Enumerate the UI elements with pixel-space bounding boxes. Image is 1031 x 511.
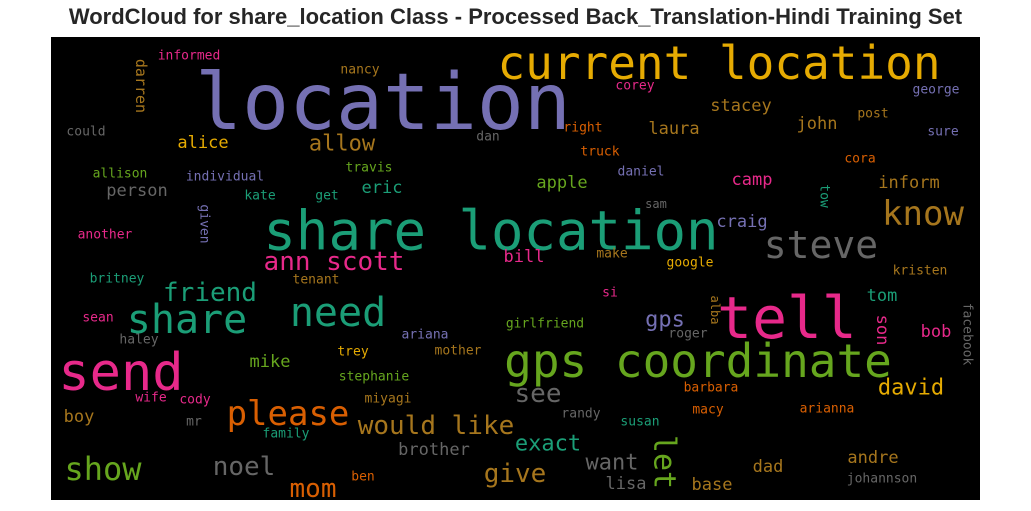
word-dan: dan xyxy=(476,130,499,145)
word-wife: wife xyxy=(135,391,166,406)
word-noel: noel xyxy=(213,452,276,482)
word-stacey: stacey xyxy=(710,96,771,116)
word-roger: roger xyxy=(668,327,707,342)
word-stephanie: stephanie xyxy=(339,370,410,385)
word-macy: macy xyxy=(692,403,723,418)
word-location: location xyxy=(195,58,571,148)
word-corey: corey xyxy=(615,79,654,94)
word-brother: brother xyxy=(398,440,470,460)
word-need: need xyxy=(290,290,386,336)
word-another: another xyxy=(78,228,133,243)
word-see: see xyxy=(515,379,562,409)
word-johannson: johannson xyxy=(847,472,917,487)
word-laura: laura xyxy=(648,119,699,139)
word-randy: randy xyxy=(561,407,600,422)
word-boy: boy xyxy=(64,407,95,427)
word-gps-coordinate: gps coordinate xyxy=(504,334,892,388)
word-sam: sam xyxy=(645,197,667,211)
word-andre: andre xyxy=(847,448,898,468)
word-send: send xyxy=(58,343,183,403)
word-dad: dad xyxy=(753,457,784,477)
word-post: post xyxy=(857,107,888,122)
word-share: share xyxy=(127,297,247,343)
word-david: david xyxy=(878,376,944,401)
word-alice: alice xyxy=(177,133,228,153)
word-individual: individual xyxy=(186,170,264,185)
word-person: person xyxy=(106,181,167,201)
word-son: son xyxy=(872,315,892,346)
word-tow: tow xyxy=(817,184,832,208)
word-allow: allow xyxy=(309,132,376,157)
word-allison: allison xyxy=(93,167,148,182)
word-know: know xyxy=(882,194,964,234)
word-kristen: kristen xyxy=(893,264,948,279)
word-share-location: share location xyxy=(263,200,718,263)
word-ariana: ariana xyxy=(402,328,449,343)
word-informed: informed xyxy=(158,49,221,64)
wordcloud-svg: location share location current location te… xyxy=(58,37,975,500)
word-truck: truck xyxy=(580,145,619,160)
word-would-like: would like xyxy=(358,411,515,441)
wordcloud-canvas: location share location current location te… xyxy=(51,37,980,500)
word-trey: trey xyxy=(337,345,368,360)
word-barbara: barbara xyxy=(684,381,739,396)
word-google: google xyxy=(667,256,714,271)
word-ann-scott: ann scott xyxy=(264,247,405,277)
word-arianna: arianna xyxy=(800,402,855,417)
word-ben: ben xyxy=(351,470,374,485)
word-inform: inform xyxy=(878,173,939,193)
word-tenant: tenant xyxy=(293,273,340,288)
word-family: family xyxy=(263,427,310,442)
word-get: get xyxy=(315,189,338,204)
word-britney: britney xyxy=(90,272,145,287)
word-let: let xyxy=(647,435,682,489)
word-mom: mom xyxy=(290,474,337,500)
word-girlfriend: girlfriend xyxy=(506,317,584,332)
word-tom: tom xyxy=(867,286,898,306)
word-travis: travis xyxy=(346,161,393,176)
word-facebook: facebook xyxy=(960,303,975,366)
word-steve: steve xyxy=(764,223,878,267)
word-friend: friend xyxy=(163,278,257,308)
word-give: give xyxy=(484,459,547,489)
word-given: given xyxy=(197,204,212,243)
word-exact: exact xyxy=(515,432,581,457)
word-bill: bill xyxy=(504,247,545,267)
word-john: john xyxy=(797,114,838,134)
word-mike: mike xyxy=(250,352,291,372)
word-sure: sure xyxy=(927,125,958,140)
word-could: could xyxy=(66,125,105,140)
word-nancy: nancy xyxy=(340,63,379,78)
chart-title: WordCloud for share_location Class - Pro… xyxy=(68,4,963,29)
word-mr: mr xyxy=(186,415,202,430)
word-alba: alba xyxy=(708,296,722,325)
word-bob: bob xyxy=(921,322,952,342)
word-susan: susan xyxy=(620,415,659,430)
word-craig: craig xyxy=(716,212,767,232)
word-want: want xyxy=(586,451,639,476)
word-cora: cora xyxy=(844,152,875,167)
word-kate: kate xyxy=(244,189,275,204)
word-eric: eric xyxy=(362,178,403,198)
word-miyagi: miyagi xyxy=(365,392,412,407)
word-make: make xyxy=(596,247,627,262)
word-tell: tell xyxy=(717,284,857,352)
word-george: george xyxy=(913,83,960,98)
word-cody: cody xyxy=(179,393,210,408)
word-lisa: lisa xyxy=(606,474,647,494)
word-darren: darren xyxy=(132,59,150,113)
word-show: show xyxy=(64,450,142,488)
word-mother: mother xyxy=(435,344,482,359)
word-haley: haley xyxy=(119,333,158,348)
word-daniel: daniel xyxy=(618,165,665,180)
word-sean: sean xyxy=(82,311,113,326)
word-si: si xyxy=(602,286,618,301)
word-current-location: current location xyxy=(497,37,940,90)
word-camp: camp xyxy=(732,170,773,190)
word-right: right xyxy=(563,121,602,136)
word-apple: apple xyxy=(536,173,587,193)
word-please: please xyxy=(227,394,350,434)
word-gps: gps xyxy=(645,308,685,333)
word-base: base xyxy=(692,475,733,495)
